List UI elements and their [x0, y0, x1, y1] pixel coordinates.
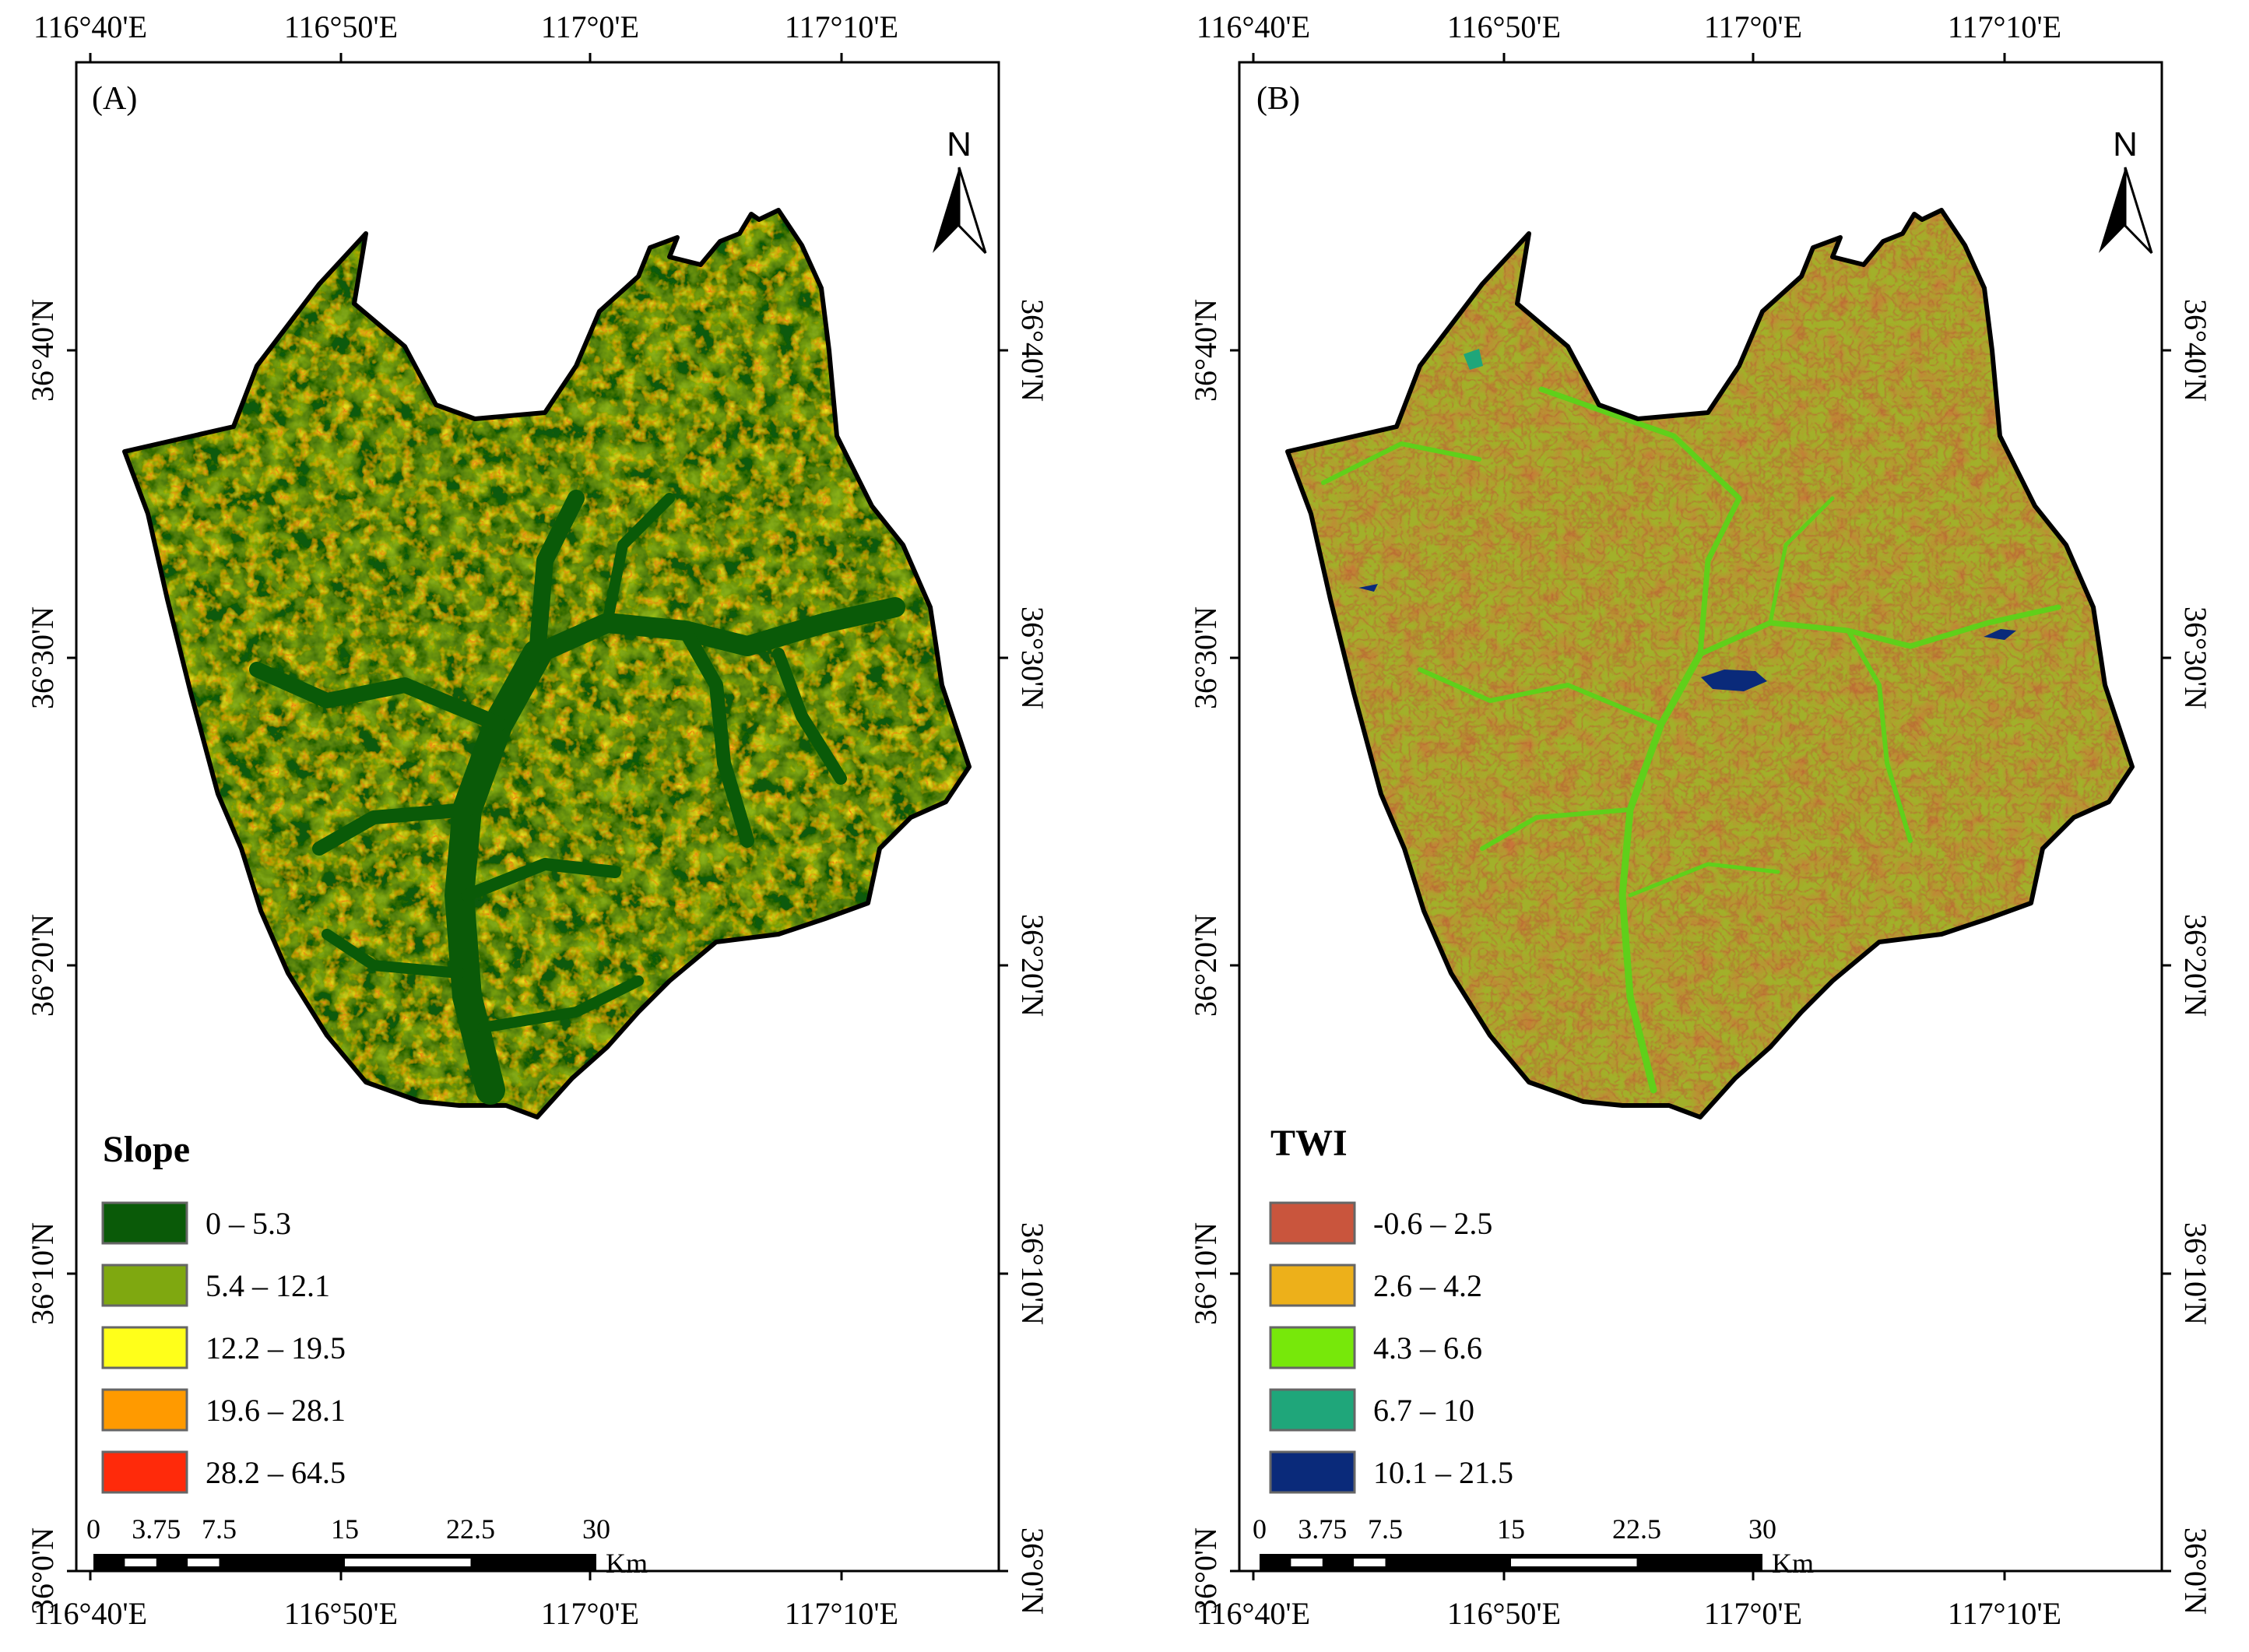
scale-tick-label: 15	[1497, 1513, 1525, 1545]
scale-tick-label: 3.75	[132, 1513, 181, 1545]
panel-label: (B)	[1256, 81, 1300, 117]
legend-label: 5.4 – 12.1	[206, 1268, 330, 1303]
latitude-label: 36°30'N	[2178, 606, 2213, 709]
longitude-label: 117°10'E	[1948, 1596, 2061, 1631]
latitude-label: 36°0'N	[1188, 1527, 1223, 1615]
latitude-label: 36°10'N	[25, 1222, 60, 1325]
legend-swatch	[1269, 1388, 1356, 1432]
legend-label: 10.1 – 21.5	[1373, 1455, 1513, 1490]
latitude-label: 36°20'N	[1015, 914, 1050, 1017]
latitude-label: 36°30'N	[1188, 606, 1223, 709]
longitude-label: 117°10'E	[785, 9, 898, 44]
scale-tick-label: 30	[1748, 1513, 1776, 1545]
latitude-label: 36°40'N	[25, 299, 60, 402]
legend-swatch	[101, 1264, 188, 1307]
legend-label: 19.6 – 28.1	[206, 1393, 346, 1428]
legend-title: TWI	[1270, 1123, 1348, 1164]
longitude-label: 116°50'E	[284, 1596, 398, 1631]
latitude-label: 36°30'N	[25, 606, 60, 709]
latitude-label: 36°40'N	[2178, 299, 2213, 402]
legend-swatch	[1269, 1264, 1356, 1307]
latitude-label: 36°20'N	[2178, 914, 2213, 1017]
graticule-labels: 116°40'E 116°40'E 116°50'E 116°50'E 117°0'E 1…	[25, 9, 2213, 1631]
legend: TWI -0.6 – 2.5 2.6 – 4.2 4.3 – 6.6 6.7 – 10…	[1269, 1123, 1513, 1494]
longitude-label: 117°10'E	[785, 1596, 898, 1631]
study-area-boundary	[122, 208, 972, 1119]
legend-label: 12.2 – 19.5	[206, 1330, 346, 1366]
longitude-label: 117°0'E	[1704, 1596, 1802, 1631]
legend-swatch	[101, 1326, 188, 1369]
legend-label: 28.2 – 64.5	[206, 1455, 346, 1490]
longitude-label: 116°50'E	[1447, 9, 1561, 44]
north-arrow-label: N	[947, 125, 972, 163]
legend-label: -0.6 – 2.5	[1373, 1206, 1492, 1241]
legend-swatch	[1269, 1326, 1356, 1369]
longitude-label: 116°40'E	[1197, 9, 1310, 44]
scale-tick-label: 22.5	[446, 1513, 495, 1545]
stream-network	[1321, 386, 2061, 1094]
scale-tick-label: 0	[86, 1513, 100, 1545]
scale-tick-label: 0	[1253, 1513, 1267, 1545]
scale-unit: Km	[1772, 1548, 1814, 1579]
longitude-label: 116°50'E	[1447, 1596, 1561, 1631]
legend-label: 4.3 – 6.6	[1373, 1330, 1482, 1366]
north-arrow: N	[933, 125, 987, 255]
longitude-label: 116°40'E	[33, 1596, 147, 1631]
latitude-label: 36°10'N	[1188, 1222, 1223, 1325]
latitude-label: 36°0'N	[1015, 1527, 1050, 1615]
legend-label: 2.6 – 4.2	[1373, 1268, 1482, 1303]
latitude-label: 36°40'N	[1188, 299, 1223, 402]
north-arrow: N	[2099, 125, 2153, 255]
study-area-boundary	[1285, 208, 2135, 1119]
scale-tick-label: 3.75	[1298, 1513, 1347, 1545]
longitude-label: 117°0'E	[541, 1596, 639, 1631]
north-arrow-label: N	[2113, 125, 2138, 163]
longitude-label: 116°40'E	[1197, 1596, 1310, 1631]
legend: Slope 0 – 5.3 5.4 – 12.1 12.2 – 19.5 19.6 –…	[101, 1129, 346, 1494]
longitude-label: 117°10'E	[1948, 9, 2061, 44]
legend-classes: 0 – 5.3 5.4 – 12.1 12.2 – 19.5 19.6 – 28.1 2…	[101, 1201, 346, 1494]
longitude-label: 117°0'E	[1704, 9, 1802, 44]
longitude-label: 117°0'E	[541, 9, 639, 44]
latitude-label: 36°0'N	[2178, 1527, 2213, 1615]
legend-swatch	[1269, 1201, 1356, 1245]
study-area-raster	[1288, 210, 2132, 1117]
longitude-label: 116°40'E	[33, 9, 147, 44]
legend-title: Slope	[103, 1129, 190, 1170]
water-bodies	[1358, 349, 2016, 691]
latitude-label: 36°10'N	[1015, 1222, 1050, 1325]
panel-a: (A) N Slope 0 – 5.35.4 – 12.112.2 –	[75, 61, 1000, 1579]
latitude-label: 36°20'N	[1188, 914, 1223, 1017]
scale-tick-label: 7.5	[1368, 1513, 1403, 1545]
scale-unit: Km	[606, 1548, 648, 1579]
latitude-label: 36°30'N	[1015, 606, 1050, 709]
legend-classes: -0.6 – 2.5 2.6 – 4.2 4.3 – 6.6 6.7 – 10 10.1…	[1269, 1201, 1513, 1494]
panel-b: (B) N TWI -0.6 – 2.52.6 – 4.24.	[1238, 61, 2163, 1579]
latitude-label: 36°40'N	[1015, 299, 1050, 402]
legend-swatch	[101, 1201, 188, 1245]
latitude-label: 36°10'N	[2178, 1222, 2213, 1325]
longitude-label: 116°50'E	[284, 9, 398, 44]
latitude-label: 36°0'N	[25, 1527, 60, 1615]
scale-tick-label: 22.5	[1612, 1513, 1661, 1545]
panel-label: (A)	[92, 81, 137, 117]
scale-tick-label: 30	[582, 1513, 610, 1545]
legend-label: 0 – 5.3	[206, 1206, 291, 1241]
scale-tick-label: 7.5	[202, 1513, 237, 1545]
legend-swatch	[1269, 1450, 1356, 1494]
scale-tick-label: 15	[331, 1513, 359, 1545]
valley-network	[249, 490, 905, 1105]
legend-label: 6.7 – 10	[1373, 1393, 1474, 1428]
latitude-label: 36°20'N	[25, 914, 60, 1017]
legend-swatch	[101, 1388, 188, 1432]
legend-swatch	[101, 1450, 188, 1494]
